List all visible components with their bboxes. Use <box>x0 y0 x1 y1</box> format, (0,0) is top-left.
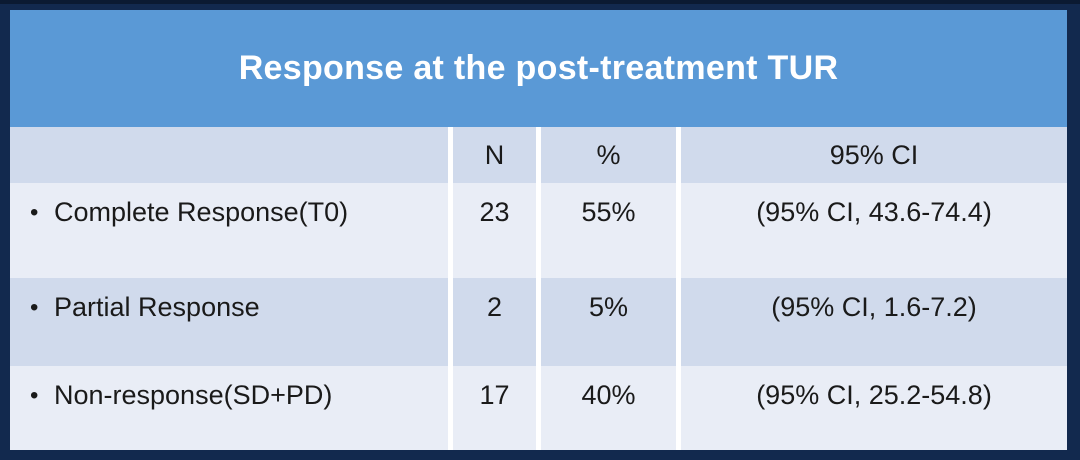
results-table: N % 95% CI • Complete Response(T0) 23 55… <box>10 127 1067 450</box>
cell-ci: (95% CI, 1.6-7.2) <box>681 278 1067 366</box>
row-label-cell: • Non-response(SD+PD) <box>10 366 448 450</box>
bullet-icon: • <box>30 382 39 409</box>
cell-ci: (95% CI, 43.6-74.4) <box>681 183 1067 278</box>
row-label-cell: • Partial Response <box>10 278 448 366</box>
row-label: Partial Response <box>54 292 260 322</box>
bullet-icon: • <box>30 294 39 321</box>
row-label-cell: • Complete Response(T0) <box>10 183 448 278</box>
cell-ci: (95% CI, 25.2-54.8) <box>681 366 1067 450</box>
table-container: Response at the post-treatment TUR N % 9… <box>10 10 1067 450</box>
cell-n: 17 <box>453 366 536 450</box>
table-row-complete-response: • Complete Response(T0) 23 55% (95% CI, … <box>10 183 1067 278</box>
table-header-row: N % 95% CI <box>10 127 1067 183</box>
cell-pct: 5% <box>541 278 676 366</box>
table-row-partial-response: • Partial Response 2 5% (95% CI, 1.6-7.2… <box>10 278 1067 366</box>
cell-n: 23 <box>453 183 536 278</box>
column-header-pct: % <box>541 127 676 183</box>
bullet-icon: • <box>30 199 39 226</box>
column-header-n: N <box>453 127 536 183</box>
row-label: Complete Response(T0) <box>54 197 349 227</box>
page-title: Response at the post-treatment TUR <box>238 49 839 87</box>
row-label: Non-response(SD+PD) <box>54 380 333 410</box>
cell-pct: 55% <box>541 183 676 278</box>
cell-n: 2 <box>453 278 536 366</box>
column-header-label <box>10 127 448 183</box>
cell-pct: 40% <box>541 366 676 450</box>
table-row-non-response: • Non-response(SD+PD) 17 40% (95% CI, 25… <box>10 366 1067 450</box>
column-header-ci: 95% CI <box>681 127 1067 183</box>
title-bar: Response at the post-treatment TUR <box>10 10 1067 127</box>
